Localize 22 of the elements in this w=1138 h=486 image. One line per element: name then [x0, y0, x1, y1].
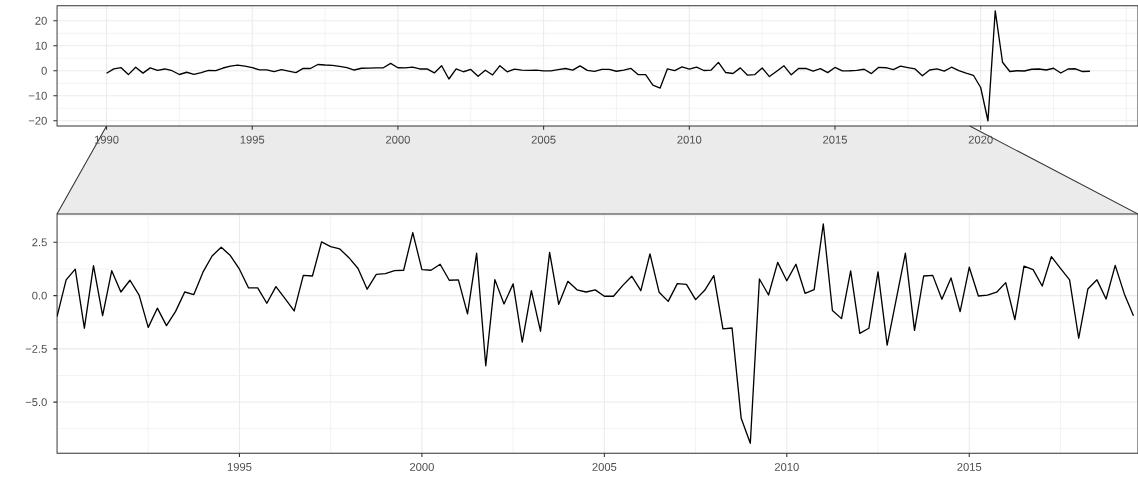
x-tick-label: 2010 [774, 463, 799, 471]
y-tick-label: 0.0 [32, 291, 47, 300]
x-tick-label: 1995 [240, 135, 265, 144]
x-tick-label: 2020 [968, 135, 993, 144]
x-tick-label: 2015 [957, 463, 982, 471]
y-tick-label: 10 [35, 41, 47, 50]
y-tick-label: −5.0 [25, 398, 47, 407]
x-tick-label: 2015 [823, 135, 847, 144]
y-tick-label: −2.5 [25, 344, 47, 353]
x-tick-label: 2005 [592, 463, 617, 471]
y-tick-label: −10 [28, 91, 47, 100]
x-tick-label: 2000 [386, 135, 410, 144]
x-tick-label: 2005 [531, 135, 556, 144]
x-tick-label: 1995 [227, 463, 252, 471]
line-series [57, 223, 1135, 444]
x-tick-label: 2010 [677, 135, 702, 144]
y-tick-label: 2.5 [32, 238, 47, 247]
y-tick-label: −20 [28, 116, 47, 125]
y-tick-label: 20 [35, 16, 47, 25]
x-tick-label: 2000 [410, 463, 434, 471]
y-tick-label: 0 [41, 66, 47, 75]
line-series [105, 10, 1091, 122]
